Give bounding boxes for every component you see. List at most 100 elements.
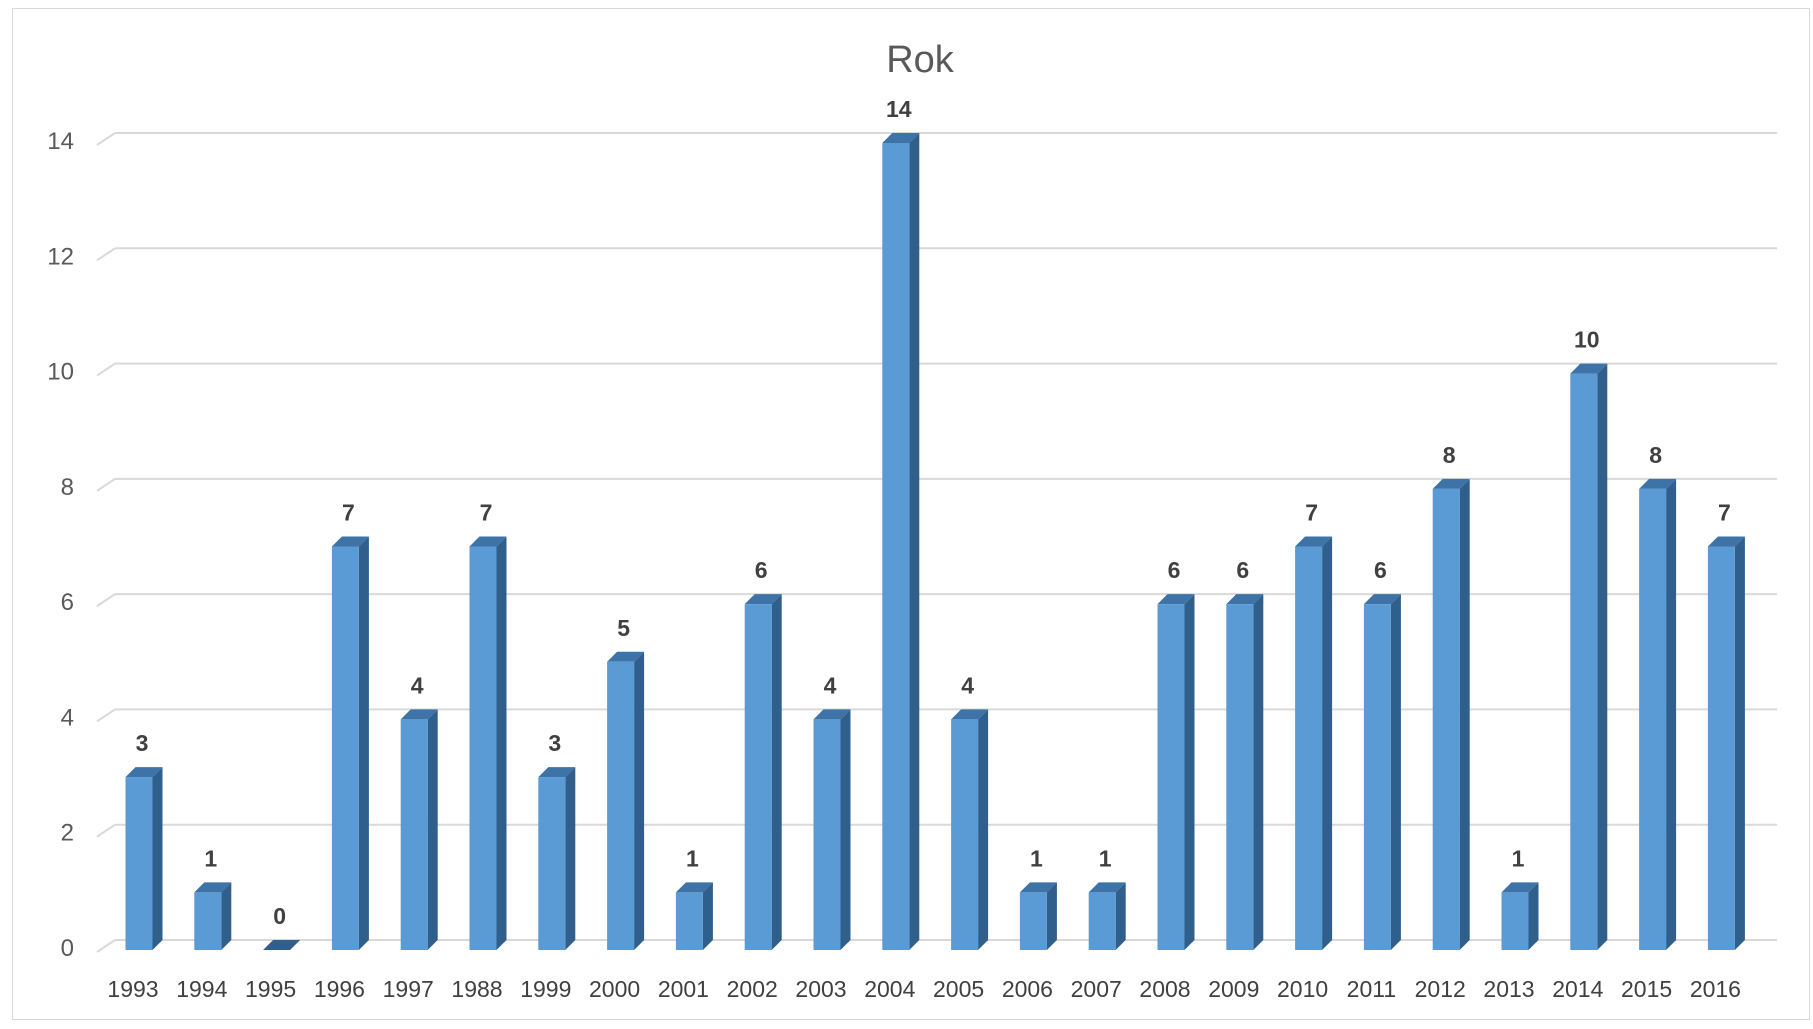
- y-axis-ticks: 0 2 4 6 8 10 12 14: [47, 128, 74, 962]
- x-tick-label: 1996: [314, 976, 365, 1002]
- bar: [813, 709, 851, 950]
- data-label: 7: [1305, 500, 1318, 526]
- bar-side: [1666, 478, 1677, 950]
- data-label: 6: [1236, 557, 1249, 583]
- data-label: 8: [1649, 442, 1662, 468]
- y-tick-label: 4: [61, 704, 74, 731]
- bar-side: [1046, 882, 1057, 950]
- bar-top: [469, 536, 507, 547]
- bar-front: [1019, 892, 1047, 950]
- bar-front: [1501, 892, 1529, 950]
- data-label: 1: [686, 845, 699, 871]
- bar-top: [1295, 536, 1333, 547]
- data-label: 8: [1443, 442, 1456, 468]
- bar-front: [1088, 892, 1116, 950]
- bar: [1570, 363, 1608, 951]
- x-tick-label: 2013: [1483, 976, 1534, 1002]
- data-label: 14: [886, 96, 912, 122]
- bar-front: [1226, 604, 1254, 950]
- x-tick-label: 1995: [245, 976, 296, 1002]
- chart-title: Rok: [886, 39, 955, 81]
- gridline-foot: [96, 478, 116, 492]
- bar: [469, 536, 507, 950]
- data-label: 5: [617, 615, 630, 641]
- x-tick-label: 1997: [383, 976, 434, 1002]
- bar-front: [1295, 546, 1323, 950]
- bar-side: [1253, 594, 1264, 950]
- x-tick-label: 1999: [520, 976, 571, 1002]
- x-tick-label: 2006: [1002, 976, 1053, 1002]
- y-tick-label: 6: [61, 589, 74, 616]
- data-label: 3: [136, 730, 149, 756]
- data-label: 0: [273, 903, 286, 929]
- data-label: 6: [755, 557, 768, 583]
- bar-side: [702, 882, 713, 950]
- bar-top: [744, 594, 782, 605]
- bar: [1088, 882, 1126, 950]
- bar-front: [951, 719, 979, 950]
- bar-side: [1459, 478, 1470, 950]
- bar: [263, 940, 301, 950]
- bar-front: [1639, 488, 1667, 950]
- bar-top: [1019, 882, 1057, 893]
- x-tick-label: 2010: [1277, 976, 1328, 1002]
- bar-top: [1363, 594, 1401, 605]
- bar: [1295, 536, 1333, 950]
- bar-front: [1432, 488, 1460, 950]
- data-label: 3: [548, 730, 561, 756]
- gridlines: [96, 132, 1777, 953]
- y-tick-label: 8: [61, 474, 74, 501]
- bar: [1019, 882, 1057, 950]
- bar: [1639, 478, 1677, 950]
- bar-side: [565, 767, 576, 950]
- bar-top: [1707, 536, 1745, 547]
- bar-front: [125, 777, 153, 950]
- x-tick-label: 2000: [589, 976, 640, 1002]
- data-label: 4: [961, 672, 974, 698]
- y-tick-label: 14: [47, 128, 74, 155]
- bar-top: [1088, 882, 1126, 893]
- x-tick-label: 2016: [1690, 976, 1741, 1002]
- gridline-foot: [96, 247, 116, 262]
- bar: [1226, 594, 1264, 950]
- bar-front: [1707, 546, 1735, 950]
- bar-top: [1157, 594, 1195, 605]
- bar-side: [496, 536, 507, 950]
- bar-top: [538, 767, 576, 778]
- bar-side: [358, 536, 369, 950]
- bar-front: [675, 892, 703, 950]
- x-tick-label: 2015: [1621, 976, 1672, 1002]
- x-tick-label: 2005: [933, 976, 984, 1002]
- data-label: 1: [1030, 845, 1043, 871]
- bar: [331, 536, 369, 950]
- bar-front: [194, 892, 222, 950]
- bar: [1707, 536, 1745, 950]
- data-label: 4: [824, 672, 837, 698]
- bar-top: [1432, 478, 1470, 489]
- x-tick-label: 2003: [795, 976, 846, 1002]
- data-label: 7: [1718, 500, 1731, 526]
- bar-side: [840, 709, 851, 950]
- bar-side: [634, 651, 645, 950]
- bar-front: [469, 546, 497, 950]
- bar-top: [331, 536, 369, 547]
- x-axis-ticks: 1993 1994 1995 1996 1997 1988 1999 2000 2001 2002…: [107, 976, 1741, 1002]
- bar-front: [607, 661, 635, 950]
- x-tick-label: 2004: [864, 976, 915, 1002]
- bar-front: [400, 719, 428, 950]
- bar-top: [1570, 363, 1608, 374]
- gridline-foot: [96, 823, 116, 838]
- x-tick-label: 2002: [727, 976, 778, 1002]
- x-tick-label: 2007: [1071, 976, 1122, 1002]
- bar-front: [813, 719, 841, 950]
- bar-side: [221, 882, 232, 950]
- bar-top: [813, 709, 851, 720]
- bar: [538, 767, 576, 950]
- x-tick-label: 2009: [1208, 976, 1259, 1002]
- bar-front: [744, 604, 772, 950]
- bar: [1363, 594, 1401, 950]
- x-tick-label: 2008: [1139, 976, 1190, 1002]
- x-tick-label: 2011: [1347, 976, 1396, 1002]
